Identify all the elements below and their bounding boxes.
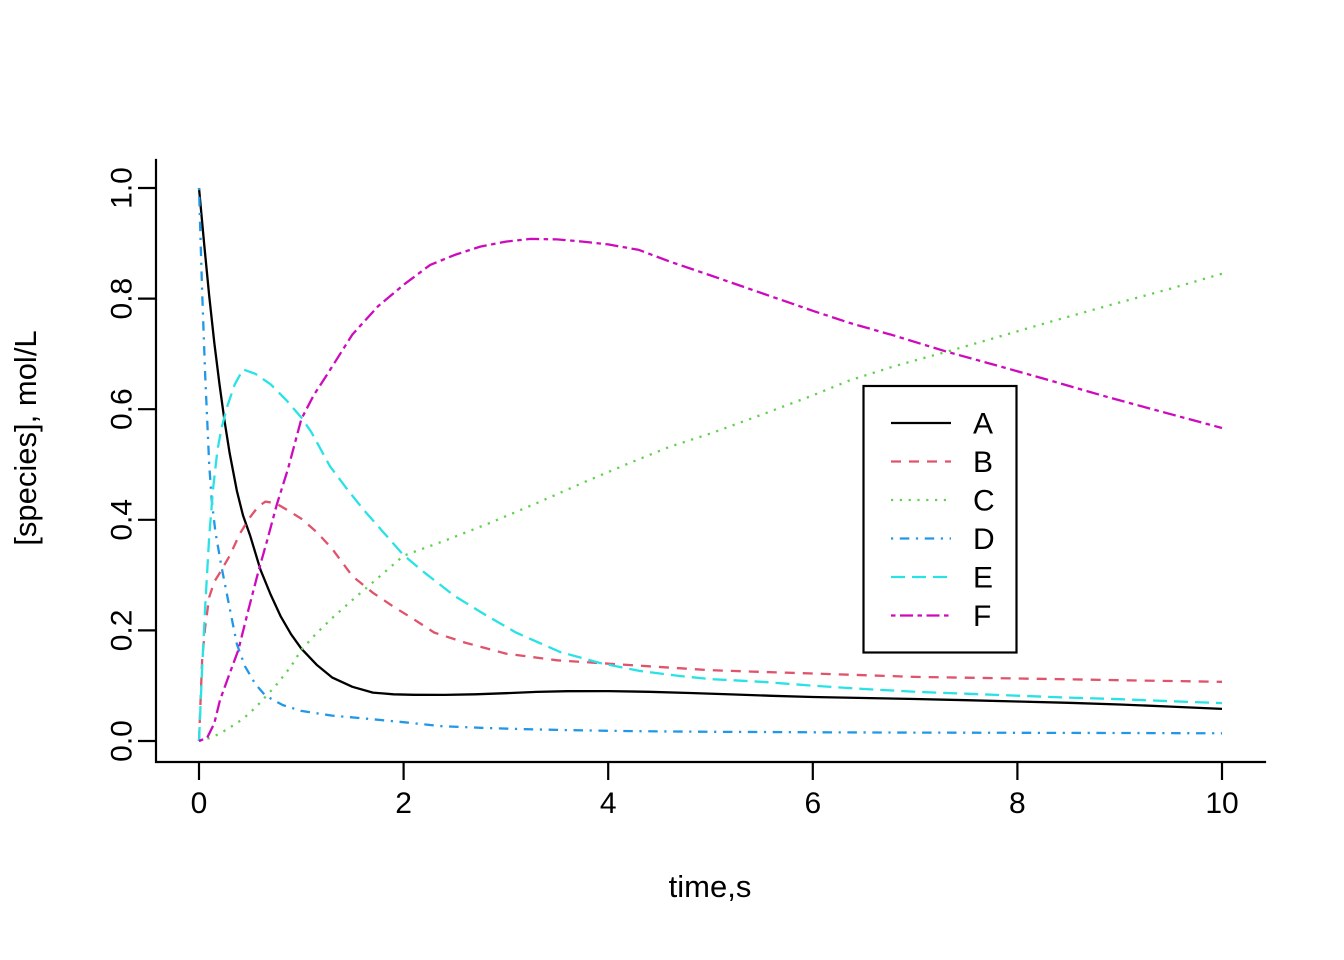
series-F-line bbox=[198, 237, 1223, 743]
legend-entry-F-label: F bbox=[973, 600, 991, 633]
legend-entry-A-label: A bbox=[973, 408, 993, 441]
series-lines bbox=[197, 187, 1223, 743]
y-tick-label-0.6: 0.6 bbox=[106, 388, 139, 430]
series-D-line bbox=[197, 187, 1223, 735]
axes: 0 2 4 6 8 10 0.0 0.2 0.4 0.6 0.8 1.0 bbox=[106, 158, 1267, 820]
legend-box bbox=[862, 384, 1018, 654]
series-E-line bbox=[197, 368, 1223, 742]
series-B-line bbox=[197, 500, 1223, 742]
x-tick-label-10: 10 bbox=[1205, 787, 1238, 820]
legend-entry-E-label: E bbox=[973, 562, 993, 595]
y-tick-label-0.0: 0.0 bbox=[106, 720, 139, 762]
x-tick-label-8: 8 bbox=[1009, 787, 1026, 820]
series-C-line bbox=[198, 272, 1223, 743]
x-tick-label-4: 4 bbox=[600, 787, 617, 820]
series-A-line bbox=[197, 187, 1223, 711]
y-tick-label-1.0: 1.0 bbox=[106, 167, 139, 209]
x-tick-label-6: 6 bbox=[804, 787, 821, 820]
x-tick-label-2: 2 bbox=[395, 787, 412, 820]
y-tick-label-0.8: 0.8 bbox=[106, 278, 139, 320]
legend-entry-D-label: D bbox=[973, 523, 995, 556]
x-axis-title: time,s bbox=[669, 869, 752, 904]
legend-entry-C-label: C bbox=[973, 485, 995, 518]
y-tick-label-0.2: 0.2 bbox=[106, 610, 139, 652]
x-tick-label-0: 0 bbox=[191, 787, 208, 820]
y-tick-label-0.4: 0.4 bbox=[106, 499, 139, 541]
y-axis-title: [species], mol/L bbox=[8, 330, 43, 545]
legend-entry-B-label: B bbox=[973, 446, 993, 479]
axis-frame bbox=[154, 158, 1267, 764]
